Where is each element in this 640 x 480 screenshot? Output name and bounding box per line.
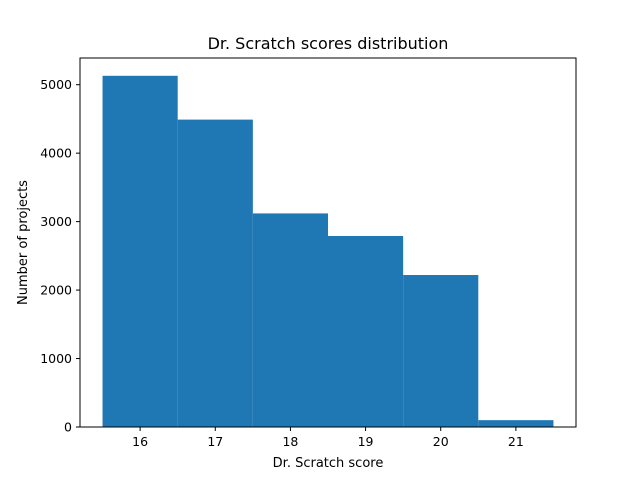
y-axis-label: Number of projects	[16, 180, 31, 305]
x-tick-label: 16	[132, 434, 148, 449]
x-axis-label: Dr. Scratch score	[273, 456, 384, 471]
y-tick-label: 5000	[40, 77, 72, 92]
y-axis-ticks: 0 1000 2000 3000 4000 5000	[40, 77, 80, 435]
x-tick-label: 20	[433, 434, 449, 449]
plot-frame	[79, 57, 577, 428]
bar-20	[403, 275, 479, 427]
bar-18	[252, 213, 328, 427]
y-tick-label: 3000	[40, 214, 72, 229]
y-tick-label: 2000	[40, 283, 72, 298]
bar-21	[478, 420, 554, 427]
bar-16	[102, 75, 178, 428]
y-tick-label: 1000	[40, 351, 72, 366]
bar-19	[328, 235, 404, 427]
y-tick-label: 4000	[40, 146, 72, 161]
x-tick-label: 21	[508, 434, 524, 449]
x-tick-label: 17	[207, 434, 223, 449]
x-tick-label: 19	[358, 434, 374, 449]
x-tick-label: 18	[282, 434, 298, 449]
bars-group	[102, 75, 554, 428]
x-axis-ticks: 16 17 18 19 20 21	[132, 427, 524, 449]
chart-title: Dr. Scratch scores distribution	[208, 34, 449, 53]
y-tick-label: 0	[64, 420, 72, 435]
bar-17	[177, 119, 253, 427]
